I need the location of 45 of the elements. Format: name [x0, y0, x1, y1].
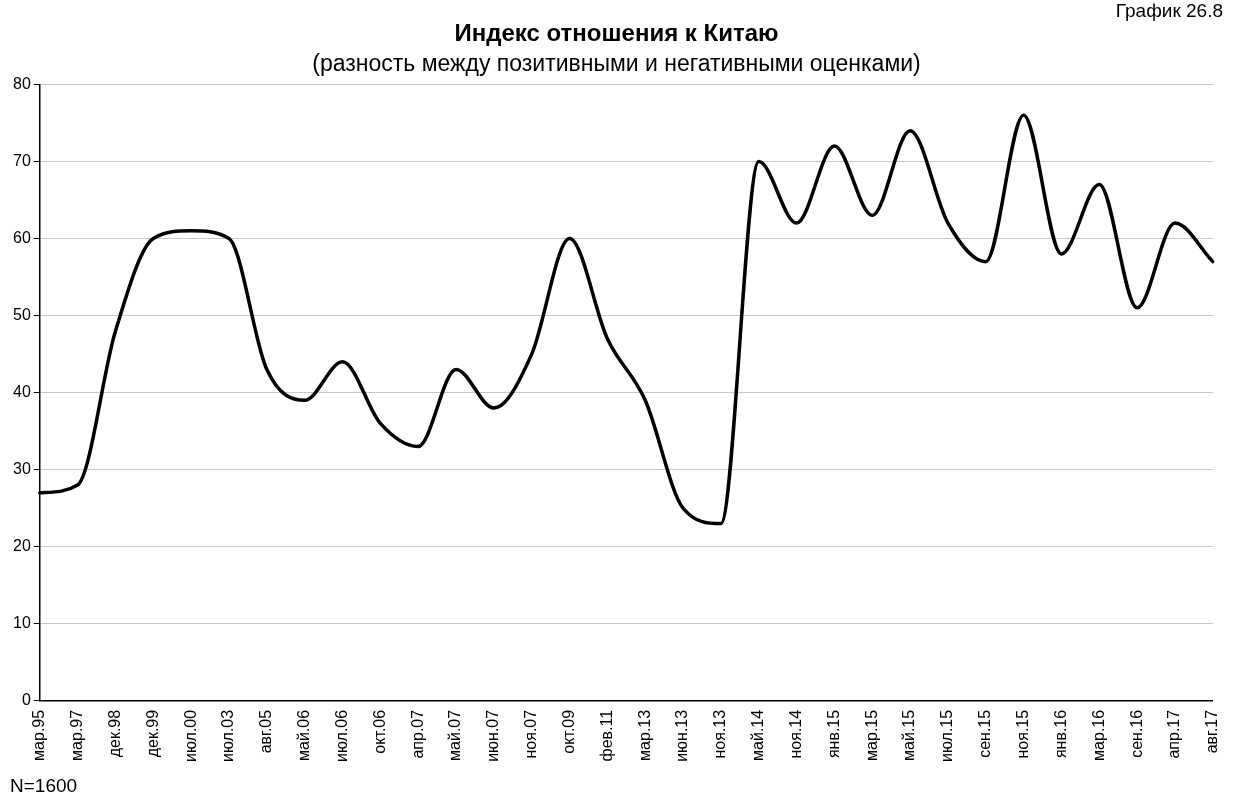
y-tick-label: 40 [13, 383, 31, 401]
chart-subtitle: (разность между позитивными и негативными оценками) [312, 49, 921, 76]
x-tick-label: май.06 [295, 709, 313, 761]
y-tick-label: 80 [13, 74, 31, 92]
x-tick-label: авг.17 [1203, 709, 1221, 754]
y-tick-label: 70 [13, 151, 31, 169]
x-tick-label: янв.16 [1051, 709, 1069, 759]
y-tick-label: 30 [13, 460, 31, 478]
y-tick-label: 0 [21, 691, 31, 709]
x-tick-label: июл.06 [332, 709, 350, 763]
text: N=1600 [10, 775, 78, 797]
x-tick-label: янв.15 [824, 709, 842, 759]
text: График 26.8 [1115, 0, 1223, 22]
x-tick-label: май.15 [900, 709, 918, 761]
x-tick-label: ноя.15 [1014, 709, 1032, 759]
y-tick-label: 20 [13, 537, 31, 555]
x-tick-label: июн.13 [673, 709, 691, 762]
x-tick-label: окт.09 [559, 709, 577, 754]
y-tick-label: 50 [13, 305, 31, 323]
x-tick-label: ноя.14 [786, 709, 804, 759]
x-tick-label: мар.95 [30, 709, 48, 761]
x-tick-label: июл.15 [938, 709, 956, 763]
x-tick-label: апр.07 [408, 709, 426, 759]
x-tick-label: сен.16 [1127, 709, 1145, 758]
x-tick-label: мар.15 [862, 709, 880, 761]
x-tick-label: май.14 [749, 709, 767, 761]
x-tick-label: окт.06 [370, 709, 388, 754]
x-tick-label: дек.99 [143, 709, 161, 758]
x-tick-label: авг.05 [257, 709, 275, 754]
x-tick-label: мар.16 [1089, 709, 1107, 761]
y-tick-label: 10 [13, 614, 31, 632]
x-tick-label: июл.00 [181, 709, 199, 763]
x-tick-label: мар.97 [68, 709, 86, 761]
x-tick-label: дек.98 [105, 709, 123, 758]
y-tick-label: 60 [13, 228, 31, 246]
x-tick-label: сен.15 [976, 709, 994, 758]
x-tick-label: июл.03 [219, 709, 237, 763]
x-tick-label: июн.07 [484, 709, 502, 762]
x-tick-label: фев.11 [597, 709, 615, 762]
x-tick-label: ноя.13 [711, 709, 729, 759]
chart-title: Индекс отношения к Китаю [454, 19, 779, 47]
x-tick-label: май.07 [446, 709, 464, 761]
x-tick-label: мар.13 [635, 709, 653, 761]
x-tick-label: апр.17 [1165, 709, 1183, 759]
x-tick-label: ноя.07 [522, 709, 540, 759]
